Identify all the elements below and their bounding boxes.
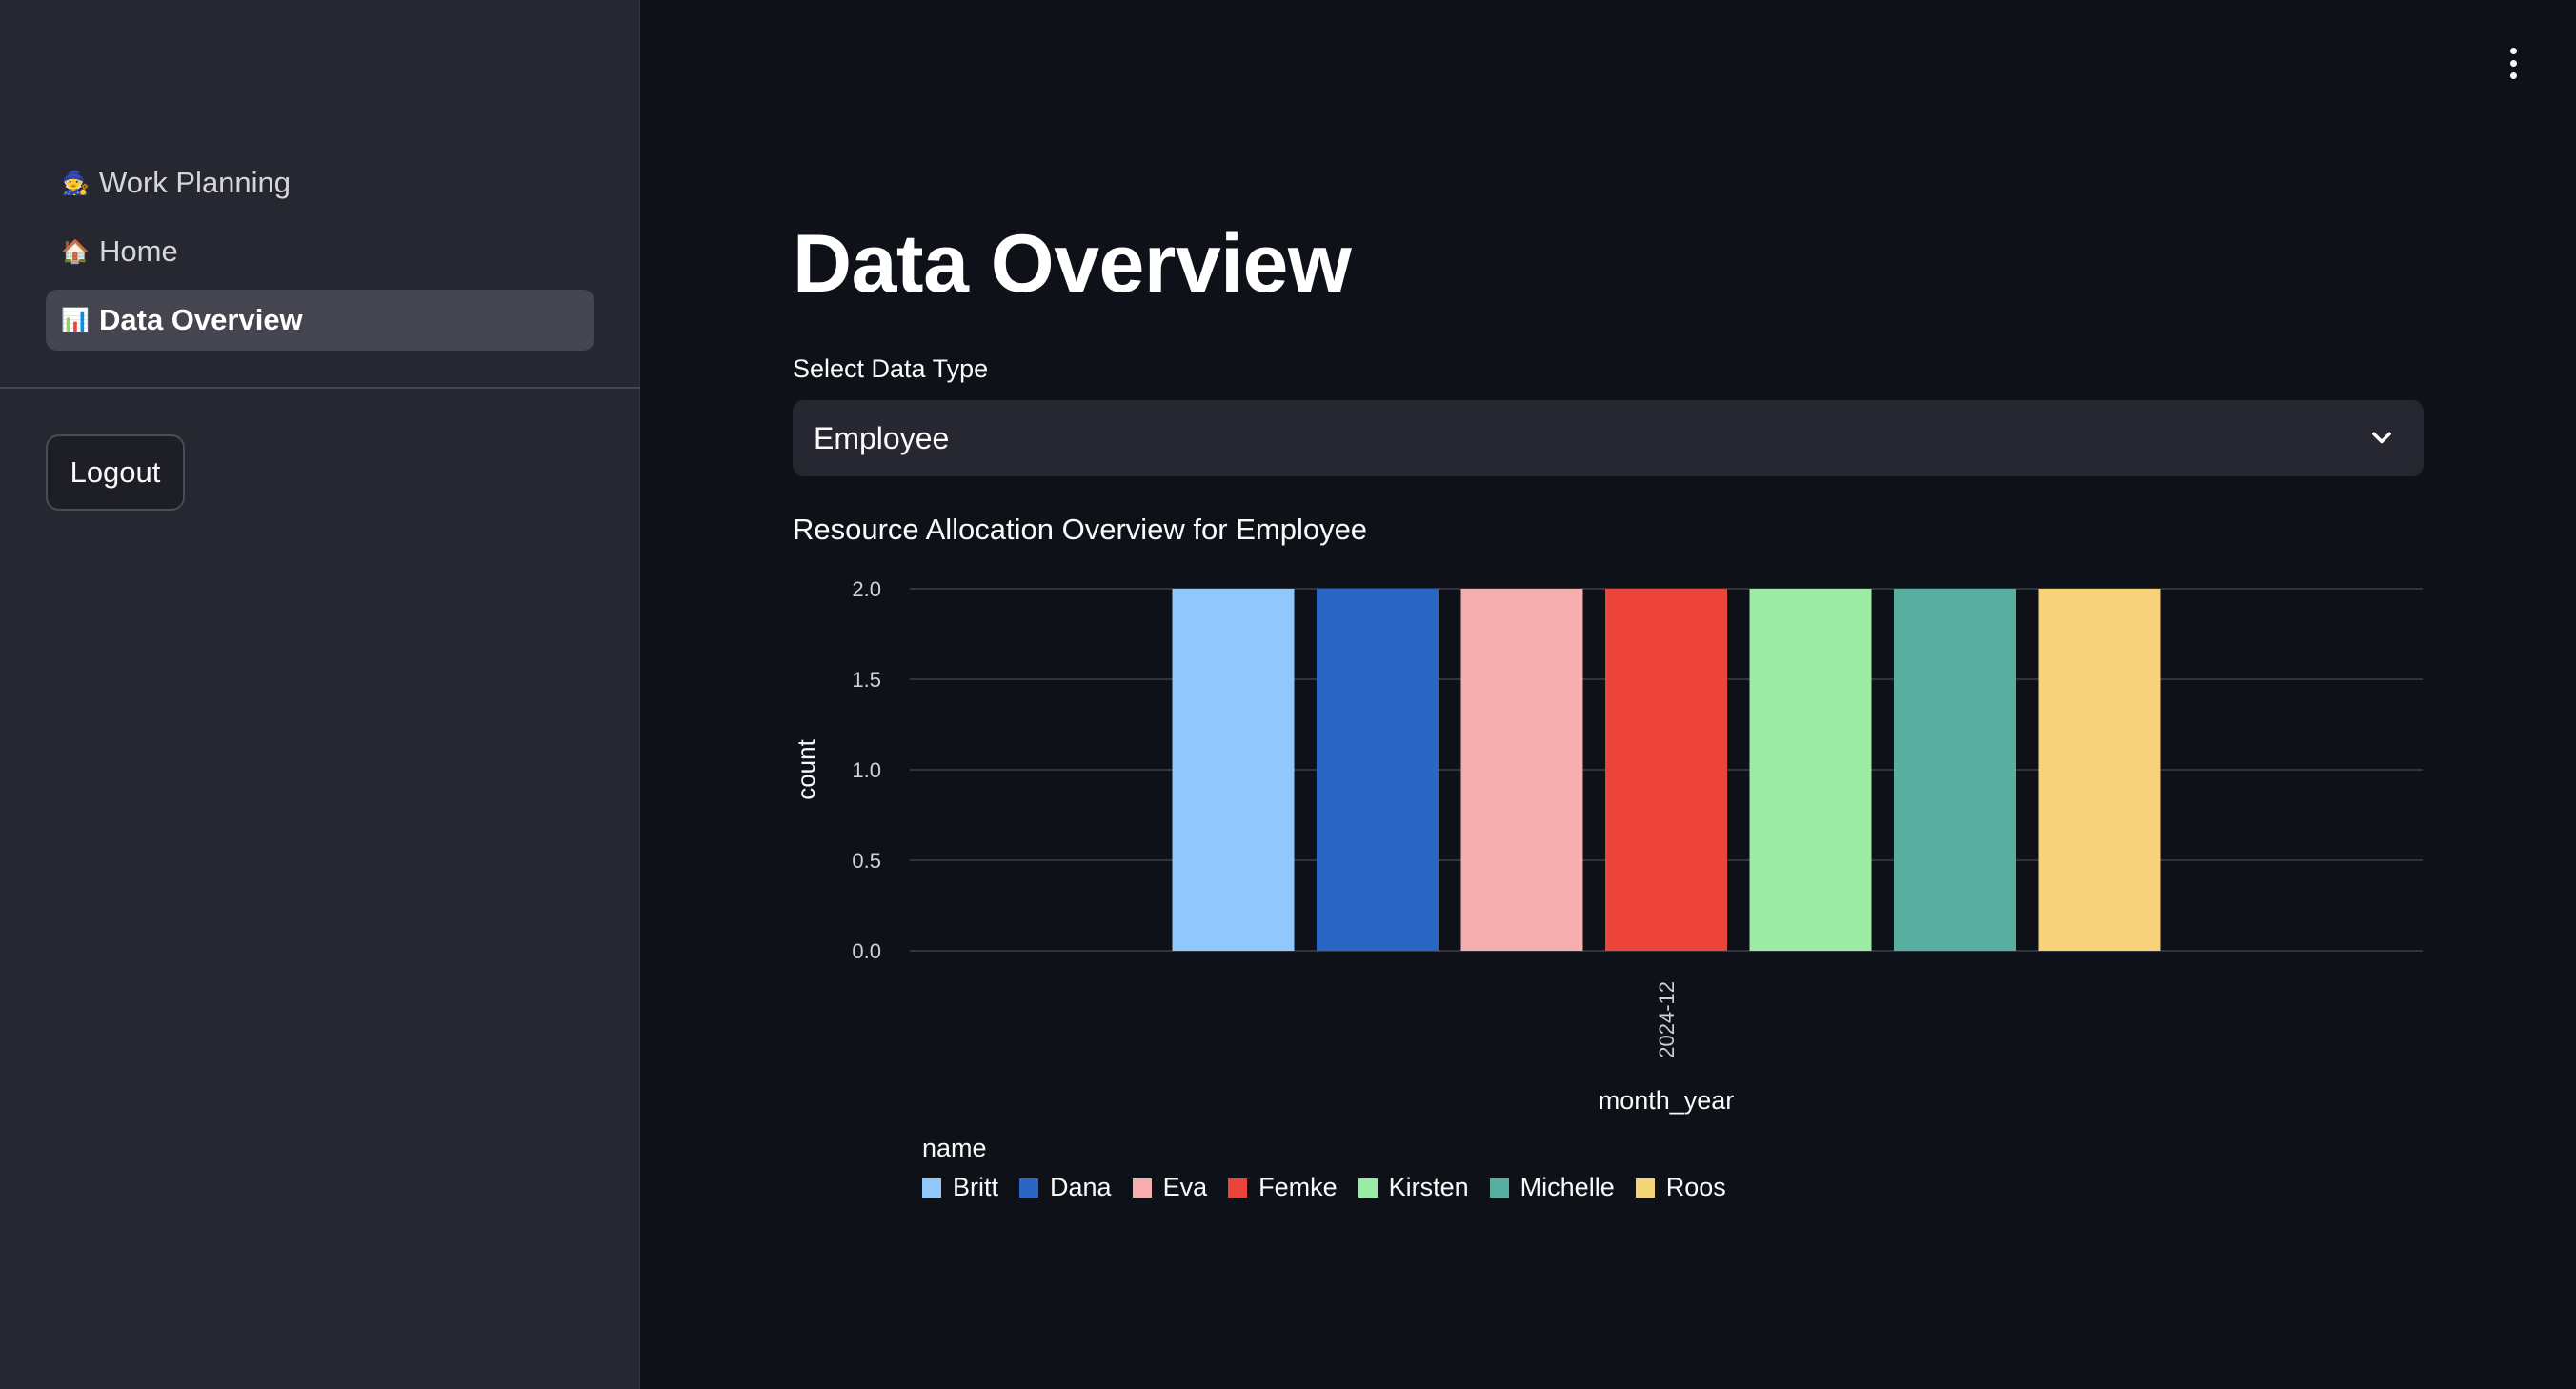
bar-michelle: [1894, 589, 2016, 951]
legend-swatch: [1358, 1178, 1378, 1198]
legend-label: Kirsten: [1388, 1173, 1469, 1201]
sidebar-item-home[interactable]: 🏠 Home: [46, 221, 594, 282]
sidebar-item-label: Data Overview: [99, 303, 303, 336]
legend-title: name: [922, 1134, 987, 1162]
bar-chart: 0.0 0.5 1.0 1.5 2.0 count 2024-12 month_year: [792, 577, 2423, 1115]
legend-label: Eva: [1162, 1173, 1208, 1201]
chart-legend: name Britt Dana Eva Femke Kirsten Michelle Roo…: [922, 1134, 1747, 1202]
bar-roos: [2038, 589, 2161, 951]
y-tick-label: 2.0: [852, 577, 881, 601]
bar-britt: [1172, 589, 1295, 951]
page-title: Data Overview: [793, 218, 1352, 310]
legend-swatch: [1132, 1178, 1152, 1198]
sidebar-item-data-overview[interactable]: 📊 Data Overview: [46, 290, 594, 351]
x-axis-label: month_year: [1599, 1086, 1735, 1115]
main-menu-icon[interactable]: [2494, 44, 2532, 82]
y-tick-label: 1.0: [852, 758, 881, 782]
y-tick-label: 0.5: [852, 849, 881, 873]
sidebar-divider: [0, 387, 640, 389]
house-icon: 🏠: [61, 238, 90, 265]
menu-dot: [2509, 59, 2517, 67]
legend-swatch: [922, 1178, 941, 1198]
legend-item-eva[interactable]: Eva: [1132, 1173, 1208, 1202]
menu-dot: [2509, 47, 2517, 54]
bar-dana: [1317, 589, 1439, 951]
y-tick-label: 1.5: [852, 668, 881, 692]
legend-label: Michelle: [1519, 1173, 1615, 1201]
legend-item-michelle[interactable]: Michelle: [1489, 1173, 1615, 1202]
legend-swatch: [1228, 1178, 1248, 1198]
sidebar-item-work-planning[interactable]: 🧙 Work Planning: [46, 152, 594, 213]
logout-button[interactable]: Logout: [46, 434, 185, 511]
bar-chart-icon: 📊: [61, 307, 90, 333]
legend-item-femke[interactable]: Femke: [1228, 1173, 1338, 1202]
data-type-select[interactable]: Employee: [793, 400, 2424, 476]
chevron-down-icon: [2372, 432, 2391, 444]
legend-swatch: [1635, 1178, 1655, 1198]
legend-item-britt[interactable]: Britt: [922, 1173, 998, 1202]
bar-eva: [1460, 589, 1583, 951]
select-data-type-label: Select Data Type: [793, 354, 989, 383]
legend-label: Dana: [1050, 1173, 1112, 1201]
bar-femke: [1605, 589, 1727, 951]
legend-item-dana[interactable]: Dana: [1019, 1173, 1112, 1202]
legend-items: Britt Dana Eva Femke Kirsten Michelle Roos: [922, 1173, 1747, 1202]
legend-swatch: [1489, 1178, 1509, 1198]
wizard-icon: 🧙: [61, 170, 90, 196]
menu-dot: [2509, 71, 2517, 79]
bar-kirsten: [1749, 589, 1872, 951]
legend-label: Britt: [953, 1173, 999, 1201]
data-type-select-value: Employee: [814, 420, 950, 455]
y-tick-label: 0.0: [852, 939, 881, 963]
legend-item-roos[interactable]: Roos: [1635, 1173, 1726, 1202]
legend-item-kirsten[interactable]: Kirsten: [1358, 1173, 1469, 1202]
chart-title: Resource Allocation Overview for Employe…: [793, 513, 1368, 546]
y-axis-label: count: [792, 738, 820, 799]
legend-swatch: [1019, 1178, 1039, 1198]
legend-label: Roos: [1665, 1173, 1726, 1201]
sidebar-item-label: Home: [99, 234, 178, 268]
sidebar-item-label: Work Planning: [99, 166, 292, 199]
legend-label: Femke: [1258, 1173, 1338, 1201]
sidebar-nav: 🧙 Work Planning 🏠 Home 📊 Data Overview: [46, 152, 594, 358]
sidebar: 🧙 Work Planning 🏠 Home 📊 Data Overview L…: [0, 0, 640, 1389]
x-tick-label: 2024-12: [1655, 981, 1679, 1058]
